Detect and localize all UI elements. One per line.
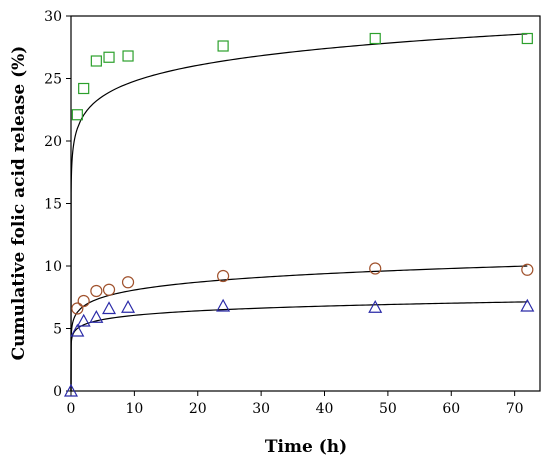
data-markers [63,32,535,397]
triangle-marker [63,383,79,397]
plot-area [70,15,541,392]
x-tick-label: 30 [252,401,270,417]
square-marker [369,32,381,45]
x-tick-label: 50 [379,401,397,417]
fit-curve-triangle [70,301,528,392]
square-marker [122,50,134,62]
x-tick-label: 40 [316,401,334,417]
fit-curves [70,33,528,392]
x-tick-label: 20 [189,401,207,417]
y-axis-ticks: 0 5 10 15 20 25 30 [44,9,71,400]
x-axis-title: Time (h) [265,437,347,457]
triangle-marker [70,323,85,337]
triangle-marker [121,299,136,313]
y-tick-label: 20 [44,134,62,150]
square-marker [90,55,102,67]
y-axis-title: Cumulative folic acid release (%) [9,46,29,361]
square-marker [78,82,90,95]
y-tick-label: 25 [44,72,62,88]
square-marker [521,32,533,45]
plot-frame [70,15,541,392]
triangle-marker [89,309,104,323]
fit-curve-circle [70,265,528,392]
y-tick-label: 0 [53,384,62,400]
x-tick-label: 0 [67,401,76,417]
circle-marker [77,294,90,308]
circle-marker [71,302,84,315]
circle-marker [521,263,534,276]
y-tick-label: 10 [44,259,62,275]
x-tick-label: 10 [125,401,143,417]
triangle-marker [368,299,383,313]
y-tick-label: 5 [53,322,62,338]
y-tick-label: 30 [44,9,62,25]
x-axis-ticks: 0 10 20 30 40 50 60 70 [67,391,524,417]
x-tick-label: 70 [506,401,524,417]
x-tick-label: 60 [442,401,460,417]
triangle-marker [102,301,117,315]
fit-curve-square [70,33,528,392]
circle-marker [90,284,103,298]
y-tick-label: 15 [44,197,62,213]
circle-marker [121,276,135,289]
circle-marker [102,283,116,296]
square-marker [71,109,83,121]
circle-marker [217,269,230,283]
square-marker [103,51,115,63]
square-marker [217,40,229,52]
triangle-marker [76,313,91,327]
triangle-marker [520,298,535,312]
circle-marker [369,262,382,275]
triangle-marker [216,298,231,312]
